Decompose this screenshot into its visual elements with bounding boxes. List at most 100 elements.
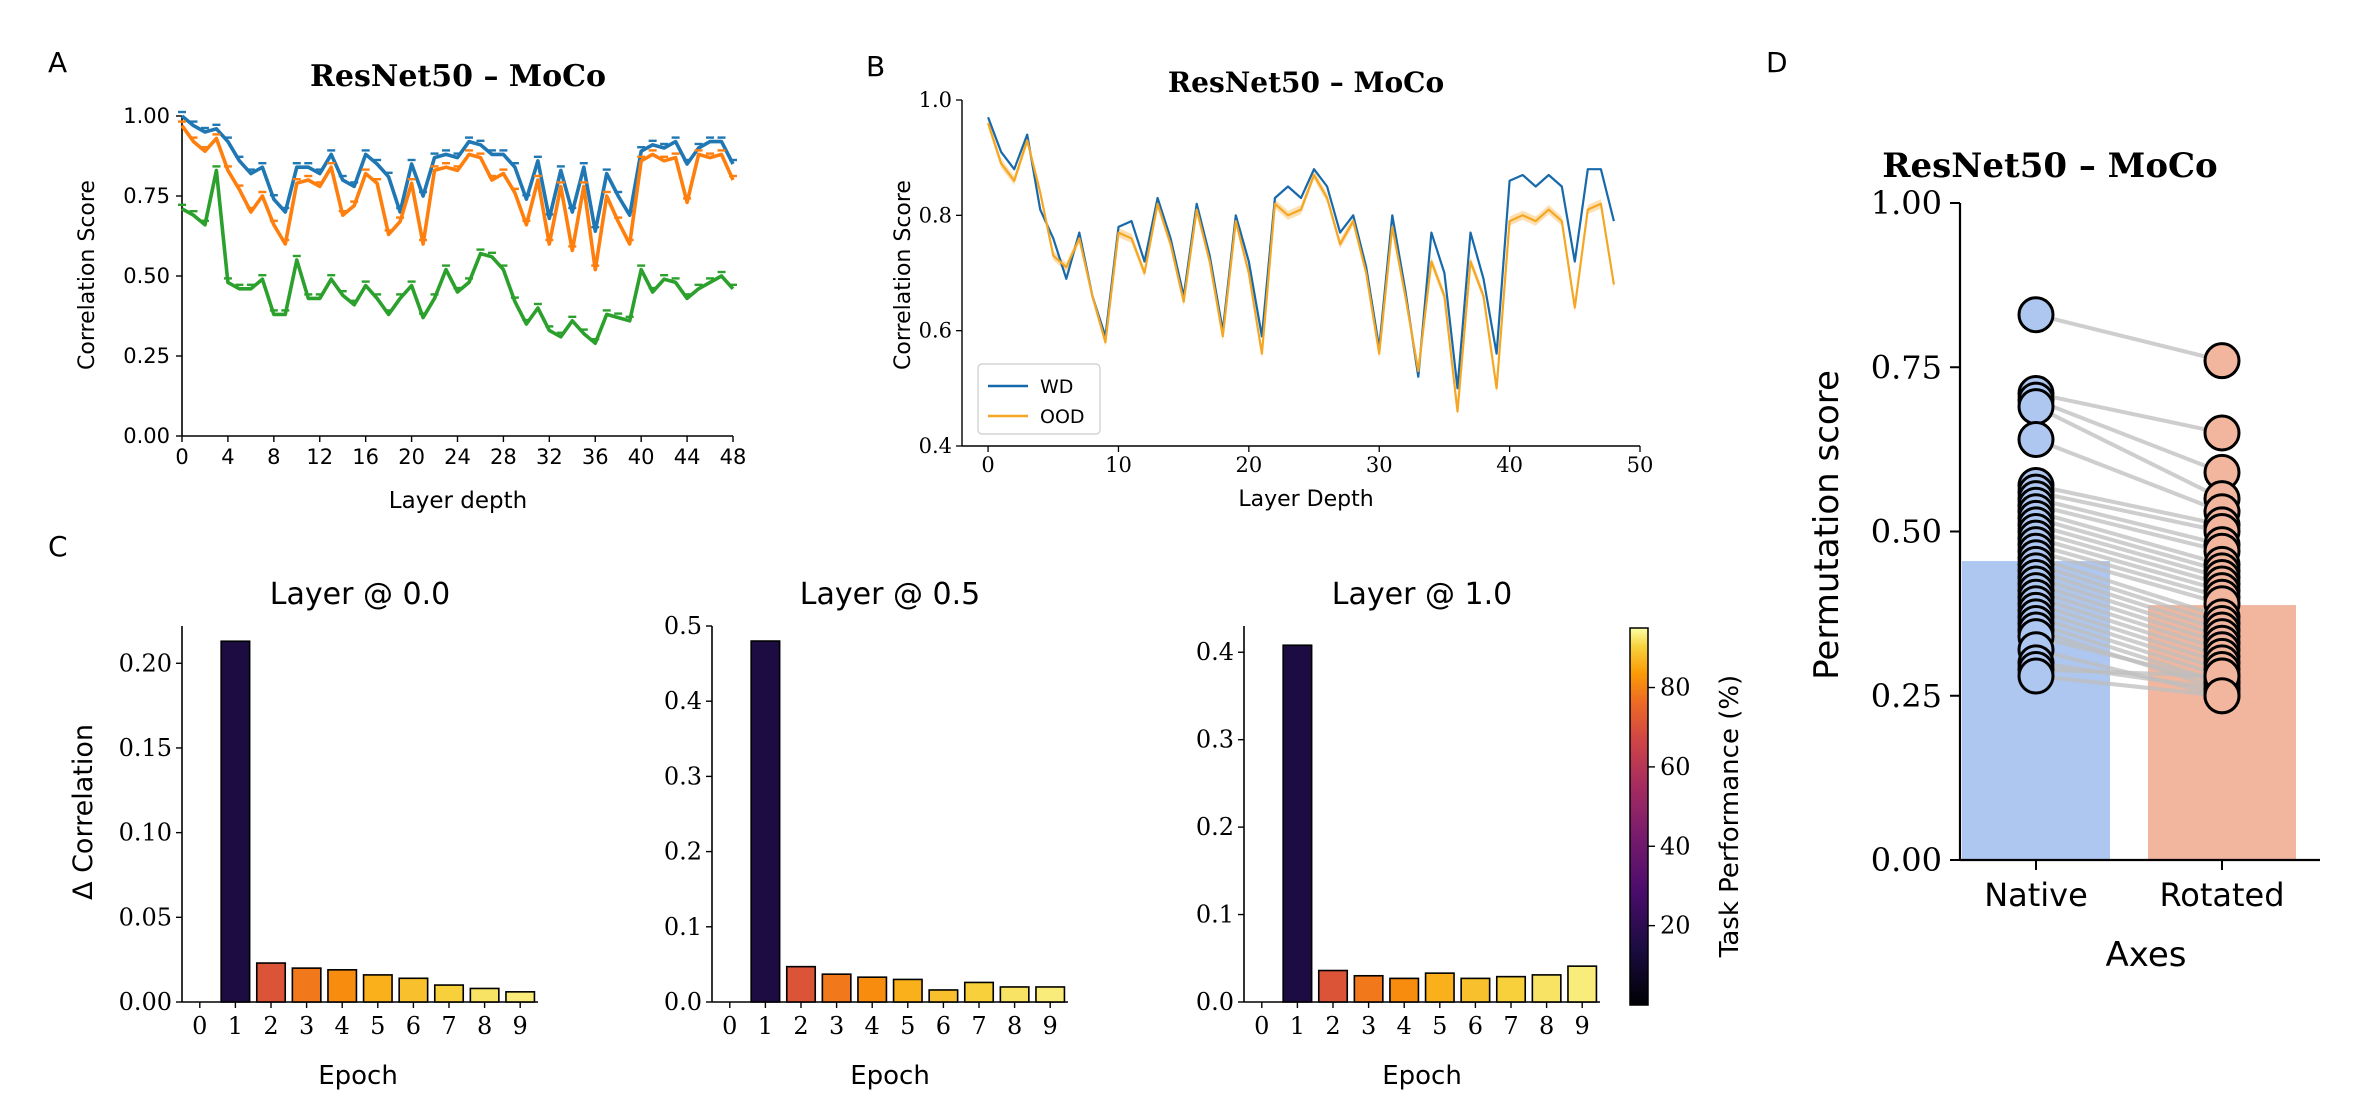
panel-c2-x-tick-label: 3 (829, 1012, 844, 1040)
panel-a-y-tick-label: 0.50 (123, 264, 170, 288)
panel-c3-y-tick-label: 0.3 (1196, 726, 1234, 754)
panel-c1-bar (327, 969, 358, 1003)
panel-c3-bar (1495, 975, 1527, 1003)
panel-d-pair-line (2035, 404, 2223, 501)
panel-b-x-tick-label: 30 (1366, 453, 1393, 477)
panel-letter-d: D (1766, 46, 1788, 79)
panel-c2-x-tick-label: 7 (971, 1012, 986, 1040)
panel-d-pair-line (2035, 667, 2223, 679)
panel-c1-title: Layer @ 0.0 (270, 577, 450, 612)
panel-a-y-tick-label: 0.00 (123, 424, 170, 448)
panel-a-x-tick-label: 48 (720, 445, 747, 469)
panel-letter-c: C (48, 530, 68, 563)
panel-d-pair-line (2035, 542, 2223, 600)
panel-d-title: ResNet50 – MoCo (1882, 146, 2217, 186)
panel-a-y-tick-label: 0.25 (123, 344, 170, 368)
panel-c3-x-tick-label: 0 (1254, 1012, 1269, 1040)
panel-c3-x-tick-label: 7 (1503, 1012, 1518, 1040)
panel-c1-bar (433, 984, 465, 1003)
panel-a-x-tick-label: 28 (490, 445, 517, 469)
panel-letter-b: B (866, 50, 885, 83)
panel-c3-bar (1353, 974, 1384, 1003)
panel-c1-y-tick-label: 0.20 (119, 649, 172, 677)
panel-d-pair-line (2035, 391, 2223, 435)
panel-c1-x-tick-label: 8 (477, 1012, 492, 1040)
panel-d-pair-line (2035, 608, 2223, 672)
panel-b-title: ResNet50 – MoCo (1168, 66, 1444, 99)
panel-c3-title: Layer @ 1.0 (1332, 577, 1512, 612)
panel-c3-y-tick-label: 0.2 (1196, 813, 1234, 841)
panel-c: Layer @ 0.0 Layer @ 0.5 Layer @ 1.0 Δ Co… (68, 577, 1745, 1091)
panel-c1-y-tick-label: 0.05 (119, 903, 172, 931)
panel-d-y-tick-label: 0.25 (1871, 677, 1942, 715)
colorbar-tick-label: 40 (1660, 832, 1691, 860)
panel-c2-x-tick-label: 1 (758, 1012, 773, 1040)
panel-b-y-tick-label: 0.6 (919, 319, 952, 343)
panel-letter-a: A (48, 46, 67, 79)
panel-d-pair-line (2035, 660, 2223, 692)
panel-d-pair-line (2035, 575, 2223, 639)
panel-c3-bar (1389, 977, 1420, 1003)
panel-c1-x-tick-label: 3 (299, 1012, 314, 1040)
panel-c3-x-tick-label: 2 (1325, 1012, 1340, 1040)
panel-c2-x-tick-label: 5 (900, 1012, 915, 1040)
panel-b-y-tick-label: 0.8 (919, 203, 952, 227)
panel-d-pair-line (2035, 601, 2223, 665)
panel-a-line-blue (180, 114, 735, 233)
panel-c1-x-tick-label: 9 (513, 1012, 528, 1040)
panel-c2-x-tick-label: 9 (1043, 1012, 1058, 1040)
panel-d-y-tick-label: 1.00 (1871, 184, 1942, 222)
panel-d-ylabel: Permutation score (1807, 370, 1847, 680)
panel-c1-y-tick-label: 0.10 (119, 819, 172, 847)
panel-b-x-tick-label: 0 (981, 453, 994, 477)
panel-a-x-tick-label: 0 (175, 445, 188, 469)
panel-c3-x-tick-label: 3 (1361, 1012, 1376, 1040)
panel-c3-x-tick-label: 8 (1539, 1012, 1554, 1040)
panel-c1-x-tick-label: 2 (263, 1012, 278, 1040)
panel-c2-x-tick-label: 4 (865, 1012, 880, 1040)
panel-c1-ylabel: Δ Correlation (68, 724, 99, 900)
panel-c2-y-tick-label: 0.2 (664, 838, 702, 866)
panel-d-pair-line (2035, 516, 2223, 573)
panel-c1-x-tick-label: 4 (335, 1012, 350, 1040)
panel-d-pair-line (2035, 312, 2223, 363)
panel-c1-bar (220, 640, 251, 1003)
panel-c1-bar (255, 962, 287, 1003)
panel-c2-bar (857, 976, 888, 1003)
panel-c2-y-tick-label: 0.0 (664, 988, 702, 1016)
panel-c3-x-tick-label: 9 (1575, 1012, 1590, 1040)
panel-a-line-green (181, 168, 735, 346)
panel-c3-y-tick-label: 0.0 (1196, 988, 1234, 1016)
panel-d-y-tick-label: 0.00 (1871, 841, 1942, 879)
panel-a-x-tick-label: 32 (536, 445, 563, 469)
panel-c2-bar (892, 978, 923, 1003)
panel-c2-bar (785, 965, 817, 1003)
colorbar-label: Task Performance (%) (1715, 675, 1745, 958)
colorbar-tick-label: 20 (1660, 912, 1691, 940)
panel-d-xlabel: Axes (2106, 935, 2187, 975)
panel-d-rotated-point (2203, 677, 2241, 715)
panel-c1-bar (398, 977, 429, 1003)
panel-d-y-tick-label: 0.75 (1871, 348, 1942, 386)
panel-a-x-tick-label: 12 (306, 445, 333, 469)
panel-b-x-tick-label: 20 (1235, 453, 1262, 477)
panel-b-xlabel: Layer Depth (1238, 487, 1373, 512)
panel-d-y-tick-label: 0.50 (1871, 513, 1942, 551)
panel-c2-bar (963, 981, 995, 1003)
panel-b-y-tick-label: 1.0 (919, 88, 952, 112)
panel-d-x-tick-label: Native (1984, 876, 2088, 914)
panel-c3-bar (1317, 969, 1349, 1003)
panel-b: ResNet50 – MoCo Correlation Score Layer … (891, 66, 1653, 512)
panel-d-pair-line (2035, 588, 2223, 652)
panel-d-pair-line (2035, 490, 2223, 534)
colorbar (1629, 627, 1649, 1006)
panel-c1-bar (469, 987, 500, 1003)
panel-d-pair-line (2035, 496, 2223, 547)
panel-c2-xlabel: Epoch (850, 1061, 930, 1091)
panel-d-pair-line (2035, 562, 2223, 626)
panel-d-pair-line (2035, 483, 2223, 527)
panel-c3-x-tick-label: 4 (1397, 1012, 1412, 1040)
panel-c2-bar (999, 986, 1030, 1003)
panel-d-native-point (2017, 657, 2055, 695)
panel-b-x-tick-label: 50 (1627, 453, 1654, 477)
